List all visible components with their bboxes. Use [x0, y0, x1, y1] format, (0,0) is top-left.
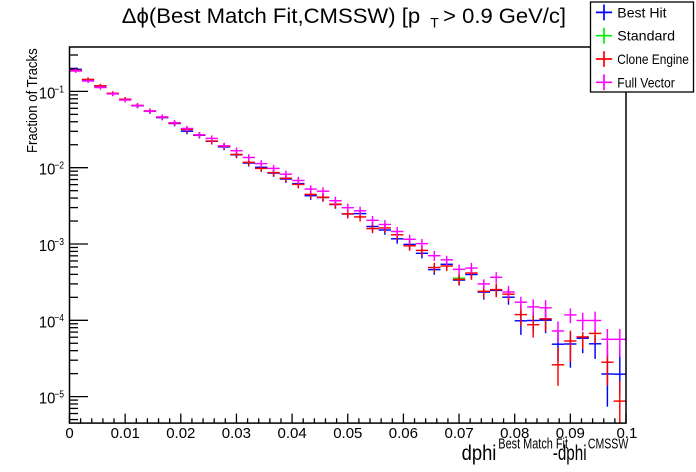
svg-text:10: 10: [39, 85, 56, 102]
svg-text:Fraction of Tracks: Fraction of Tracks: [24, 48, 41, 153]
svg-text:0.1: 0.1: [616, 425, 637, 442]
svg-text:0.05: 0.05: [333, 425, 362, 442]
svg-text:0.01: 0.01: [111, 425, 140, 442]
svg-text:10: 10: [39, 314, 56, 331]
svg-text:−4: −4: [54, 313, 64, 324]
svg-text:10: 10: [39, 238, 56, 255]
svg-text:Clone Engine: Clone Engine: [617, 51, 689, 67]
svg-text:Best Hit: Best Hit: [617, 4, 666, 20]
svg-text:−1: −1: [54, 84, 64, 95]
svg-text:> 0.9 GeV/c]: > 0.9 GeV/c]: [443, 5, 566, 28]
svg-text:0: 0: [65, 425, 73, 442]
svg-text:0.08: 0.08: [500, 425, 529, 442]
svg-text:Full Vector: Full Vector: [617, 74, 675, 90]
svg-text:0.07: 0.07: [444, 425, 473, 442]
svg-text:0.02: 0.02: [166, 425, 195, 442]
svg-text:0.09: 0.09: [556, 425, 585, 442]
svg-text:Best Match Fit: Best Match Fit: [498, 437, 568, 453]
svg-text:dphi: dphi: [462, 442, 497, 465]
svg-text:0.03: 0.03: [222, 425, 251, 442]
svg-text:Δϕ(Best Match Fit,CMSSW) [p: Δϕ(Best Match Fit,CMSSW) [p: [122, 5, 420, 28]
svg-text:10: 10: [39, 391, 56, 408]
svg-text:−2: −2: [54, 161, 64, 172]
svg-text:Standard: Standard: [617, 28, 675, 44]
svg-text:0.06: 0.06: [389, 425, 418, 442]
svg-text:10: 10: [39, 162, 56, 179]
svg-text:0.04: 0.04: [277, 425, 306, 442]
svg-text:−5: −5: [54, 390, 64, 401]
svg-text:−3: −3: [54, 237, 64, 248]
svg-text:T: T: [430, 14, 439, 30]
svg-text:-dphi: -dphi: [553, 442, 587, 465]
svg-text:CMSSW: CMSSW: [588, 437, 629, 453]
